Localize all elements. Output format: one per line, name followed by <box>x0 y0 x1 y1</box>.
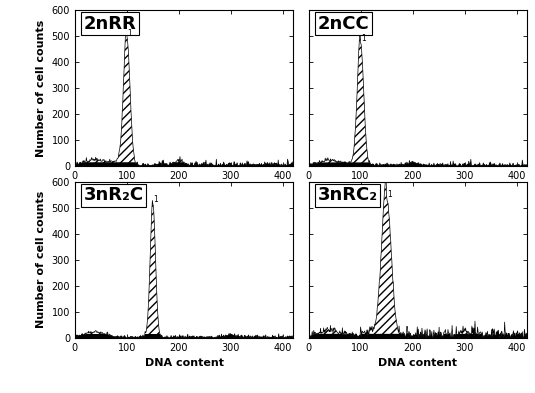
Text: 1: 1 <box>361 34 366 43</box>
Text: 3nRC₂: 3nRC₂ <box>317 186 377 204</box>
Y-axis label: Number of cell counts: Number of cell counts <box>36 191 46 329</box>
X-axis label: DNA content: DNA content <box>378 358 457 368</box>
Y-axis label: Number of cell counts: Number of cell counts <box>36 19 46 156</box>
X-axis label: DNA content: DNA content <box>144 358 224 368</box>
Text: 1: 1 <box>127 29 132 38</box>
Text: 1: 1 <box>387 190 392 199</box>
Text: 3nR₂C: 3nR₂C <box>83 186 144 204</box>
Text: 1: 1 <box>154 195 158 204</box>
Text: 2nRR: 2nRR <box>83 15 136 33</box>
Text: 2nCC: 2nCC <box>317 15 369 33</box>
